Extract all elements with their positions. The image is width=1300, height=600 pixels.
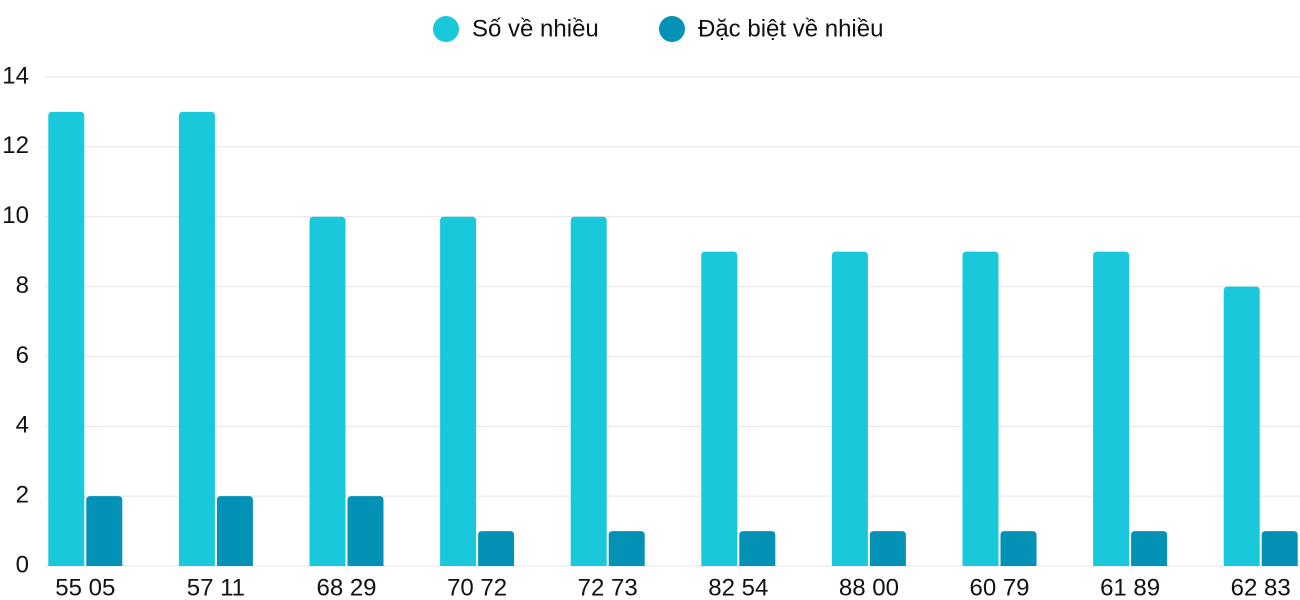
bar <box>216 496 253 566</box>
bar <box>1000 531 1037 566</box>
bar <box>962 251 999 566</box>
y-tick-label: 6 <box>16 342 29 369</box>
x-tick-label: 62 83 <box>1231 574 1291 600</box>
bar <box>1223 286 1260 566</box>
legend-marker <box>659 16 685 42</box>
legend-marker <box>433 16 459 42</box>
bar <box>570 216 607 566</box>
bar <box>831 251 868 566</box>
y-tick-label: 12 <box>2 132 29 159</box>
y-tick-label: 0 <box>16 551 29 578</box>
x-tick-label: 55 05 <box>55 574 115 600</box>
y-tick-label: 8 <box>16 272 29 299</box>
x-tick-label: 61 89 <box>1100 574 1160 600</box>
x-tick-label: 88 00 <box>839 574 899 600</box>
x-tick-label: 60 79 <box>969 574 1029 600</box>
legend-label: Số về nhiều <box>472 15 599 42</box>
legend-label: Đặc biệt về nhiều <box>698 15 883 42</box>
x-tick-label: 70 72 <box>447 574 507 600</box>
bar <box>440 216 477 566</box>
bar <box>701 251 738 566</box>
bar <box>1131 531 1168 566</box>
x-tick-label: 72 73 <box>578 574 638 600</box>
bar <box>178 111 215 566</box>
x-tick-label: 57 11 <box>187 574 245 600</box>
y-tick-label: 14 <box>2 62 29 89</box>
bar <box>347 496 384 566</box>
y-tick-label: 10 <box>2 202 29 229</box>
bar <box>1093 251 1130 566</box>
bar <box>48 111 85 566</box>
x-tick-label: 82 54 <box>708 574 768 600</box>
bar <box>86 496 123 566</box>
bar <box>478 531 515 566</box>
bar <box>309 216 346 566</box>
y-tick-label: 4 <box>16 412 29 439</box>
x-tick-label: 68 29 <box>316 574 376 600</box>
bar <box>608 531 645 566</box>
bar <box>1261 531 1298 566</box>
bar <box>739 531 776 566</box>
bar <box>869 531 906 566</box>
y-tick-label: 2 <box>16 481 29 508</box>
